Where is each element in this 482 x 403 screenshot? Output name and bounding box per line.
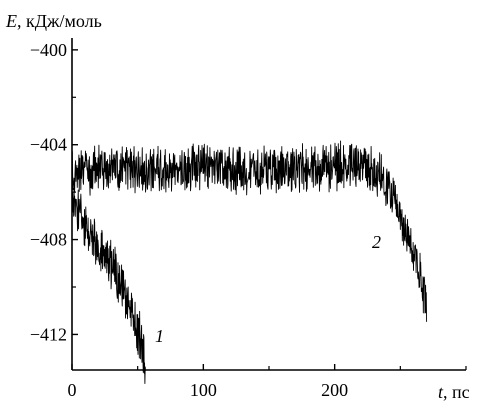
x-tick-label: 0 [68,380,77,400]
y-tick-label: −408 [30,230,67,250]
curve-label-1: 1 [155,326,164,346]
ticks-layer: −400 −404 −408 −412 0 100 200 [30,40,467,400]
curve-label-2: 2 [372,232,381,252]
series-1-line [71,187,146,384]
x-axis-symbol: t [438,382,444,402]
series-layer [71,140,428,384]
y-axis-title: E, кДж/моль [5,11,102,31]
y-tick-label: −400 [30,40,67,60]
x-axis-unit: , пс [443,382,470,402]
y-tick-label: −412 [30,324,67,344]
x-tick-label: 100 [190,380,217,400]
y-tick-label: −404 [30,135,67,155]
x-axis-title: t, пс [438,382,470,402]
y-axis-unit: , кДж/моль [17,11,102,31]
x-tick-label: 200 [321,380,348,400]
series-2-line [71,140,428,322]
y-axis-symbol: E [5,11,17,31]
